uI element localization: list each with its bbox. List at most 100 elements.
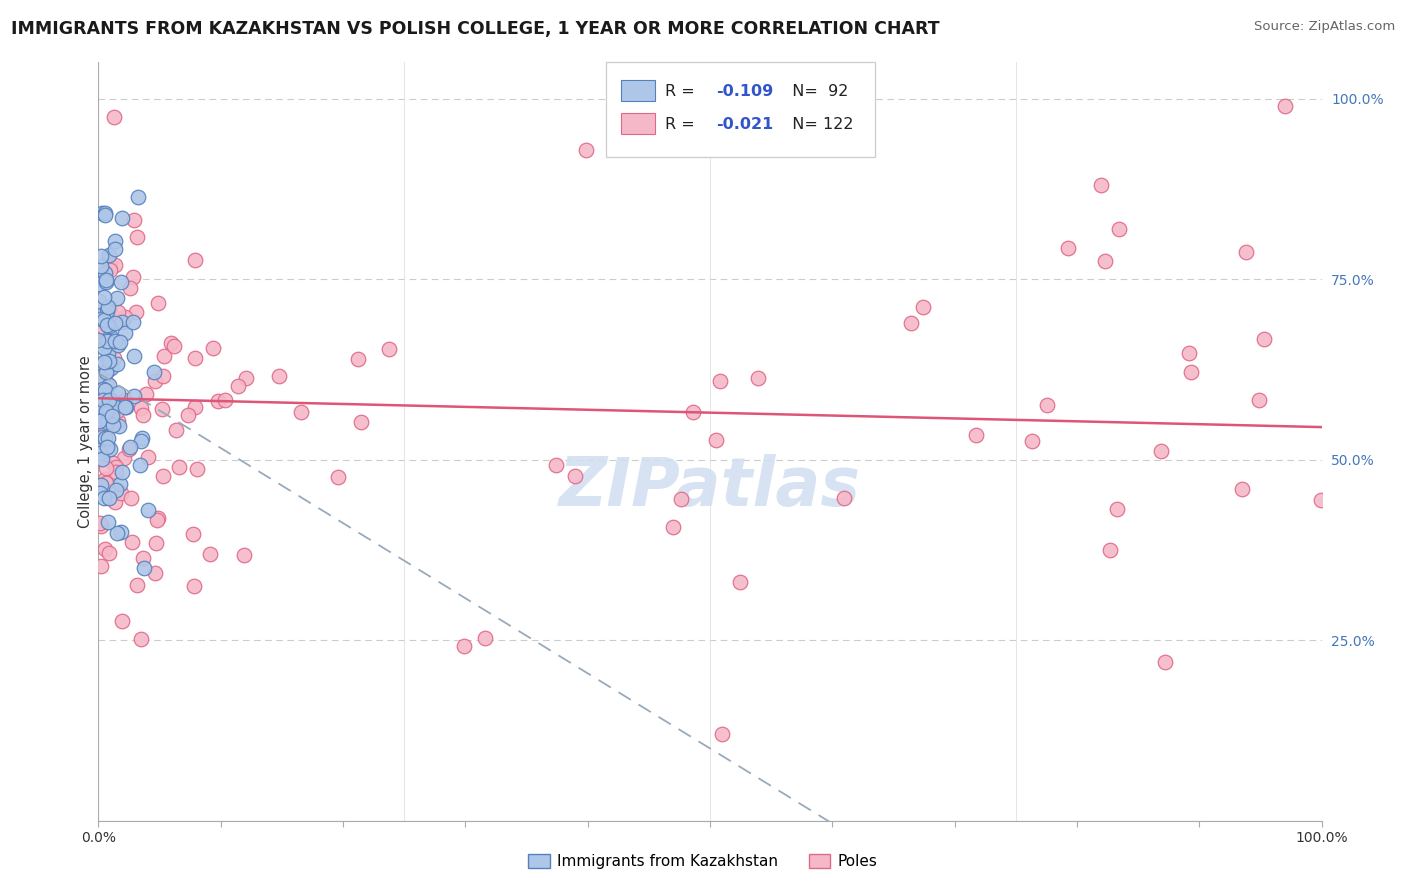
Point — [91, 392, 114, 407]
Point — [112, 451, 135, 466]
Point — [120, 281, 142, 295]
Point — [89, 369, 111, 384]
Point — [152, 369, 174, 384]
Point — [96, 334, 118, 348]
Point — [1180, 365, 1202, 379]
Point — [346, 351, 368, 366]
Point — [96, 302, 118, 317]
Point — [1021, 434, 1043, 449]
Point — [89, 516, 111, 530]
Point — [474, 632, 496, 646]
Point — [127, 190, 149, 204]
Point — [89, 403, 111, 417]
Point — [115, 400, 138, 414]
Point — [1057, 242, 1080, 256]
Point — [97, 300, 120, 314]
Point — [93, 491, 115, 506]
Point — [711, 727, 734, 741]
Point — [160, 335, 183, 350]
Point — [183, 580, 205, 594]
Point — [98, 353, 121, 368]
Point — [103, 399, 125, 413]
Point — [564, 469, 586, 483]
Point — [103, 351, 125, 365]
Point — [110, 486, 132, 500]
Point — [104, 258, 127, 272]
Point — [129, 401, 152, 415]
Point — [98, 442, 121, 456]
Point — [148, 296, 170, 310]
Point — [90, 259, 112, 273]
Point — [100, 409, 122, 424]
Point — [135, 387, 157, 401]
Text: R =: R = — [665, 84, 700, 99]
Point — [87, 277, 110, 291]
Point — [105, 291, 128, 305]
Point — [122, 213, 145, 227]
Point — [152, 469, 174, 483]
Point — [350, 415, 373, 429]
Point — [93, 313, 115, 327]
Point — [1274, 99, 1296, 113]
Text: N= 122: N= 122 — [782, 117, 853, 132]
Point — [226, 379, 249, 393]
Point — [145, 536, 167, 550]
Point — [184, 253, 207, 268]
Point — [132, 561, 155, 575]
Point — [96, 515, 118, 529]
Text: R =: R = — [665, 117, 700, 132]
Point — [98, 491, 121, 505]
Point — [682, 405, 704, 419]
Point — [100, 307, 122, 321]
Point — [121, 534, 143, 549]
Point — [93, 416, 115, 430]
Point — [93, 357, 115, 371]
Point — [131, 550, 153, 565]
Point — [101, 393, 124, 408]
Point — [89, 446, 111, 460]
Point — [94, 375, 117, 389]
Point — [131, 431, 153, 445]
Point — [107, 337, 129, 351]
Point — [96, 364, 118, 378]
Point — [326, 470, 349, 484]
Point — [150, 401, 173, 416]
Point — [728, 574, 751, 589]
Point — [181, 527, 204, 541]
Point — [97, 431, 120, 445]
Point — [104, 483, 127, 497]
Point — [146, 513, 169, 527]
Point — [94, 472, 117, 486]
Point — [93, 341, 115, 355]
Point — [184, 351, 207, 365]
Point — [107, 418, 129, 433]
Point — [1309, 492, 1331, 507]
Point — [127, 229, 149, 244]
Point — [122, 389, 145, 403]
Point — [89, 441, 111, 455]
Point — [1150, 444, 1173, 458]
Point — [148, 511, 170, 525]
Point — [96, 440, 118, 454]
Point — [96, 365, 118, 379]
Point — [104, 242, 127, 256]
Point — [1247, 393, 1270, 408]
Point — [122, 315, 145, 329]
Point — [96, 403, 118, 417]
Point — [96, 318, 118, 333]
Point — [1108, 222, 1130, 236]
Point — [153, 350, 176, 364]
Point — [747, 371, 769, 385]
Point — [201, 341, 224, 355]
Point — [1178, 346, 1201, 360]
Point — [704, 434, 727, 448]
Point — [167, 459, 190, 474]
Point — [232, 548, 254, 562]
Point — [89, 486, 111, 500]
Point — [90, 249, 112, 263]
Point — [98, 546, 121, 560]
Point — [124, 304, 146, 318]
Point — [136, 450, 159, 465]
Point — [91, 382, 114, 396]
Point — [91, 368, 114, 382]
